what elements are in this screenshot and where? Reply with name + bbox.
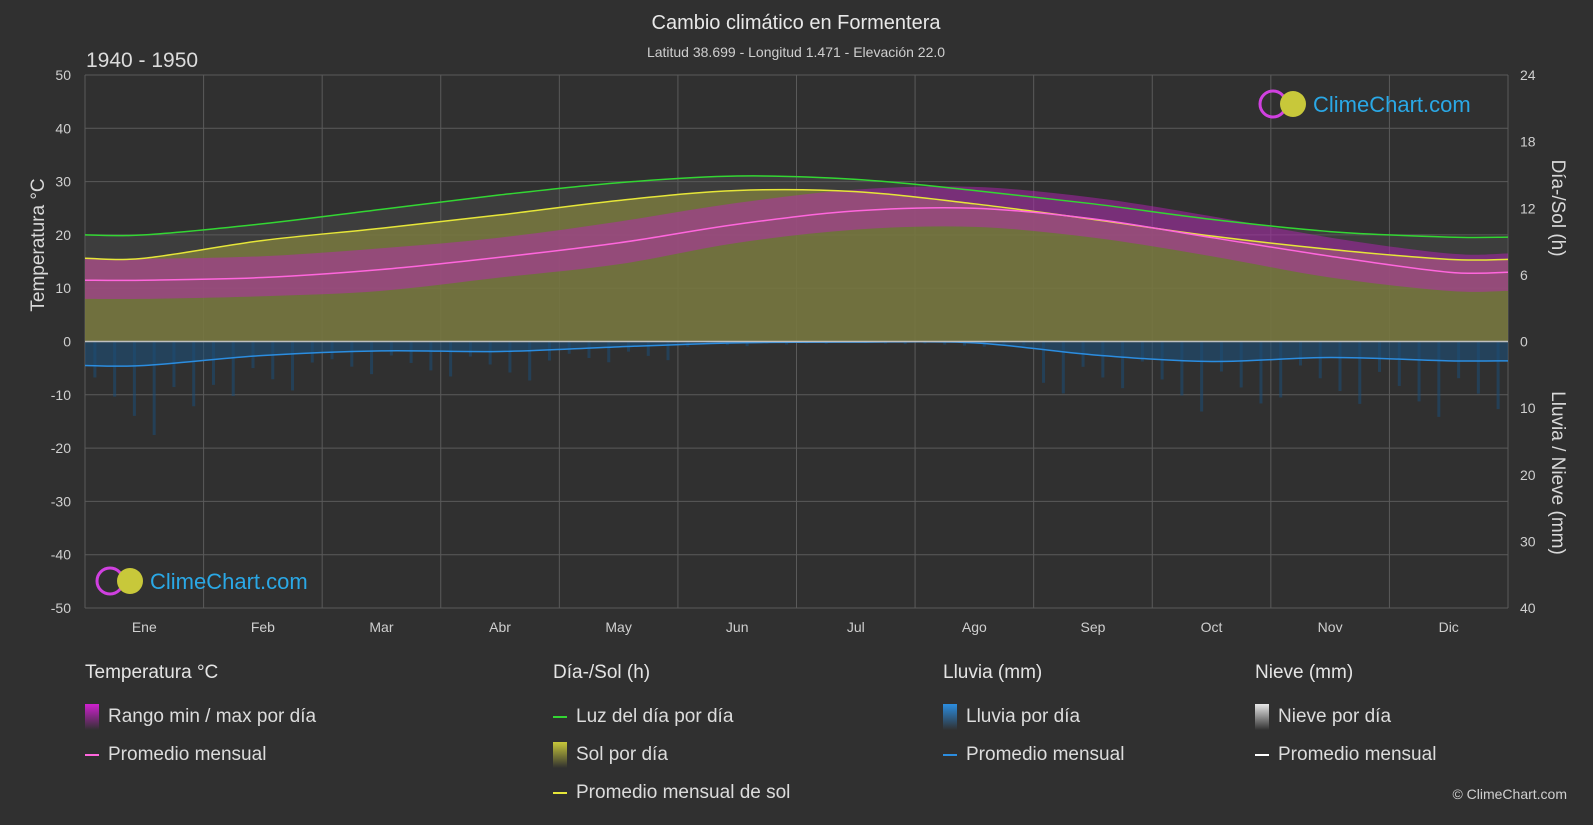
legend-group: Temperatura °C Rango min / max por día Pro… xyxy=(85,662,316,774)
sunshine-area xyxy=(85,189,1508,342)
legend-swatch xyxy=(553,792,567,794)
left-tick-label: -20 xyxy=(51,440,71,456)
logo-text: ClimeChart.com xyxy=(150,569,308,594)
legend-item: Promedio mensual xyxy=(943,736,1124,774)
axis-ticks: 50 40 30 20 10 0 -10 -20 -30 -40 -50 24 18 12 6 0 10 20 30… xyxy=(51,67,1536,635)
rain-area xyxy=(85,341,1508,367)
climate-chart: Cambio climático en Formentera Latitud 3… xyxy=(28,12,1568,635)
left-tick-label: 20 xyxy=(55,227,71,243)
sunshine-avg-line xyxy=(84,188,1509,261)
legend-item: Nieve por día xyxy=(1255,698,1436,736)
month-label: May xyxy=(605,619,631,635)
legend-swatch xyxy=(85,754,99,756)
left-tick-label: 30 xyxy=(55,174,71,190)
right-bottom-axis-title: Lluvia / Nieve (mm) xyxy=(1547,391,1568,555)
temp-avg-line xyxy=(84,206,1509,282)
right-bottom-tick-label: 20 xyxy=(1520,467,1536,483)
left-tick-label: -30 xyxy=(51,493,71,509)
right-top-tick-label: 12 xyxy=(1520,200,1536,216)
right-bottom-tick-label: 40 xyxy=(1520,600,1536,616)
left-tick-label: -50 xyxy=(51,600,71,616)
logo-sun-icon xyxy=(117,568,143,594)
legend-swatch xyxy=(943,754,957,756)
legend-label: Nieve por día xyxy=(1278,706,1392,727)
legend-group: Lluvia (mm) Lluvia por día Promedio mensua… xyxy=(943,662,1124,774)
period-label: 1940 - 1950 xyxy=(86,49,198,72)
chart-subtitle: Latitud 38.699 - Longitud 1.471 - Elevac… xyxy=(647,44,945,60)
legend-heading: Nieve (mm) xyxy=(1255,662,1354,683)
legend-group: Nieve (mm) Nieve por día Promedio mensual xyxy=(1255,662,1436,774)
legend-label: Promedio mensual xyxy=(966,744,1125,765)
month-label: Sep xyxy=(1080,619,1105,635)
month-label: Jul xyxy=(847,619,865,635)
legend-label: Luz del día por día xyxy=(576,706,734,727)
legend-item: Luz del día por día xyxy=(553,698,790,736)
month-label: Dic xyxy=(1439,619,1459,635)
legend-heading: Temperatura °C xyxy=(85,662,219,683)
legend-swatch xyxy=(553,716,567,718)
logo-text: ClimeChart.com xyxy=(1313,92,1471,117)
right-bottom-tick-label: 10 xyxy=(1520,400,1536,416)
legend-label: Promedio mensual xyxy=(108,744,267,765)
copyright: © ClimeChart.com xyxy=(1452,786,1567,802)
logo-top-right[interactable]: ClimeChart.com xyxy=(1258,89,1471,119)
legend-swatch xyxy=(1255,754,1269,756)
legend-heading: Día-/Sol (h) xyxy=(553,662,651,683)
month-label: Mar xyxy=(369,619,393,635)
left-axis-title: Temperatura °C xyxy=(28,178,49,311)
legend-item: Sol por día xyxy=(553,736,790,774)
right-top-tick-label: 6 xyxy=(1520,267,1528,283)
left-tick-label: -40 xyxy=(51,547,71,563)
month-label: Jun xyxy=(726,619,749,635)
left-tick-label: 10 xyxy=(55,280,71,296)
legend-label: Rango min / max por día xyxy=(108,706,317,727)
right-top-axis-title: Día-/Sol (h) xyxy=(1547,159,1568,256)
legend-label: Lluvia por día xyxy=(966,706,1081,727)
month-label: Feb xyxy=(251,619,275,635)
month-label: Oct xyxy=(1201,619,1223,635)
left-tick-label: 40 xyxy=(55,120,71,136)
month-label: Nov xyxy=(1318,619,1343,635)
month-label: Ene xyxy=(132,619,157,635)
legend-item: Promedio mensual xyxy=(1255,736,1436,774)
legend-item: Rango min / max por día xyxy=(85,698,316,736)
legend-item: Promedio mensual de sol xyxy=(553,774,790,812)
left-tick-label: 0 xyxy=(63,334,71,350)
legend-group: Día-/Sol (h) Luz del día por día Sol por d… xyxy=(553,662,790,812)
legend-label: Promedio mensual xyxy=(1278,744,1437,765)
logo-bottom-left[interactable]: ClimeChart.com xyxy=(95,566,308,596)
plot-area xyxy=(84,175,1509,436)
right-top-tick-label: 0 xyxy=(1520,334,1528,350)
legend-swatch xyxy=(943,704,957,730)
chart-title: Cambio climático en Formentera xyxy=(652,12,942,34)
legend-item: Lluvia por día xyxy=(943,698,1124,736)
right-bottom-tick-label: 30 xyxy=(1520,533,1536,549)
temp-range-band xyxy=(85,186,1508,300)
daylight-area xyxy=(85,175,1508,342)
right-top-tick-label: 24 xyxy=(1520,67,1536,83)
daylight-line xyxy=(84,175,1509,239)
right-top-tick-label: 18 xyxy=(1520,134,1536,150)
left-tick-label: -10 xyxy=(51,387,71,403)
logo-sun-icon xyxy=(1280,91,1306,117)
legend-swatch xyxy=(553,742,567,768)
month-label: Abr xyxy=(489,619,511,635)
left-tick-label: 50 xyxy=(55,67,71,83)
legend-swatch xyxy=(1255,704,1269,730)
legend-heading: Lluvia (mm) xyxy=(943,662,1043,683)
legend-label: Sol por día xyxy=(576,744,668,765)
legend-swatch xyxy=(85,704,99,730)
legend-item: Promedio mensual xyxy=(85,736,316,774)
month-label: Ago xyxy=(962,619,987,635)
legend-label: Promedio mensual de sol xyxy=(576,782,791,803)
